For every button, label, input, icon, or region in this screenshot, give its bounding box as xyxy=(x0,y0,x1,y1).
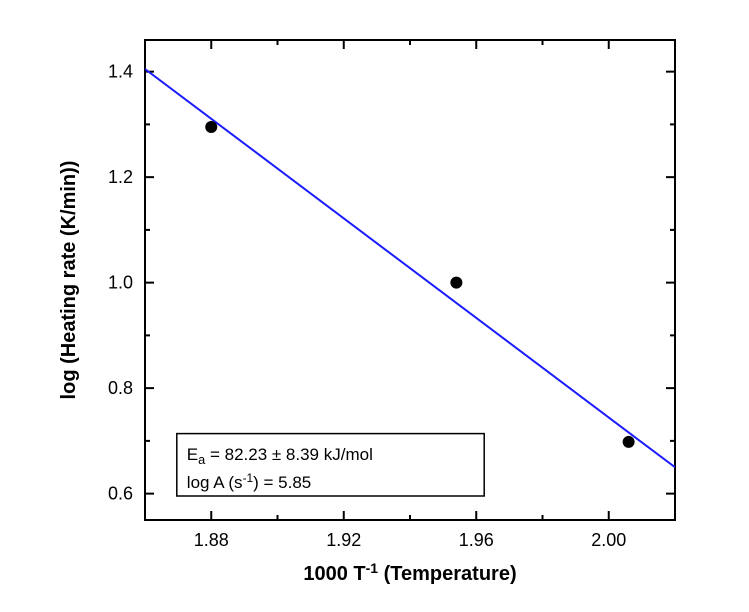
annotation-line2: log A (s-1) = 5.85 xyxy=(187,471,311,492)
annotation-line1: Ea = 82.23 ± 8.39 kJ/mol xyxy=(187,445,373,467)
y-tick-label: 1.4 xyxy=(108,62,133,82)
y-tick-label: 1.0 xyxy=(108,273,133,293)
y-tick-label: 1.2 xyxy=(108,167,133,187)
y-tick-label: 0.6 xyxy=(108,484,133,504)
chart-svg: 1.88 1.92 1.96 2.00 0.6 0.8 1.0 1.2 1.4 1000 T-1 … xyxy=(0,0,749,612)
fit-line xyxy=(145,69,675,467)
x-tick-label: 2.00 xyxy=(591,530,626,550)
y-tick-label: 0.8 xyxy=(108,378,133,398)
data-point xyxy=(205,121,217,133)
x-tick-label: 1.92 xyxy=(326,530,361,550)
chart-container: 1.88 1.92 1.96 2.00 0.6 0.8 1.0 1.2 1.4 1000 T-1 … xyxy=(0,0,749,612)
data-point xyxy=(450,277,462,289)
x-tick-label: 1.88 xyxy=(194,530,229,550)
data-point xyxy=(623,436,635,448)
y-axis-label: log (Heating rate (K/min)) xyxy=(58,161,80,400)
x-tick-label: 1.96 xyxy=(459,530,494,550)
x-axis-label: 1000 T-1 (Temperature) xyxy=(303,560,516,585)
